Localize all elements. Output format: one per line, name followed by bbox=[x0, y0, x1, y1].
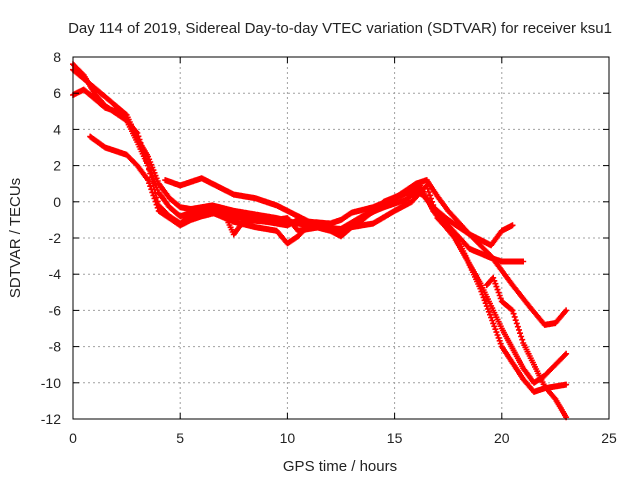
x-tick-label: 0 bbox=[69, 430, 77, 446]
x-tick-label: 10 bbox=[280, 430, 296, 446]
series-track-f bbox=[483, 274, 570, 421]
x-tick-label: 5 bbox=[176, 430, 184, 446]
x-axis-ticks: 0 5 10 15 20 25 bbox=[69, 57, 617, 446]
y-tick-label: 2 bbox=[53, 158, 61, 174]
y-tick-label: -8 bbox=[49, 339, 62, 355]
y-tick-label: -2 bbox=[49, 230, 62, 246]
y-tick-label: 0 bbox=[53, 194, 61, 210]
y-tick-label: 6 bbox=[53, 85, 61, 101]
y-tick-label: -12 bbox=[41, 411, 61, 427]
x-tick-label: 15 bbox=[387, 430, 403, 446]
y-tick-label: -6 bbox=[49, 302, 62, 318]
series-markers bbox=[483, 274, 570, 421]
y-tick-label: 8 bbox=[53, 49, 61, 65]
y-tick-label: -4 bbox=[49, 266, 62, 282]
x-axis-label: GPS time / hours bbox=[283, 458, 397, 475]
series-track-e bbox=[162, 175, 516, 249]
x-tick-label: 20 bbox=[494, 430, 510, 446]
y-axis-ticks: 8 6 4 2 0 -2 -4 -6 -8 -10 -12 bbox=[41, 49, 609, 427]
x-tick-label: 25 bbox=[601, 430, 617, 446]
grid-lines bbox=[73, 57, 609, 419]
series-markers bbox=[162, 175, 516, 249]
y-tick-label: 4 bbox=[53, 121, 61, 137]
chart-title: Day 114 of 2019, Sidereal Day-to-day VTE… bbox=[68, 20, 612, 37]
y-tick-label: -10 bbox=[41, 375, 61, 391]
y-axis-label: SDTVAR / TECUs bbox=[7, 178, 24, 298]
